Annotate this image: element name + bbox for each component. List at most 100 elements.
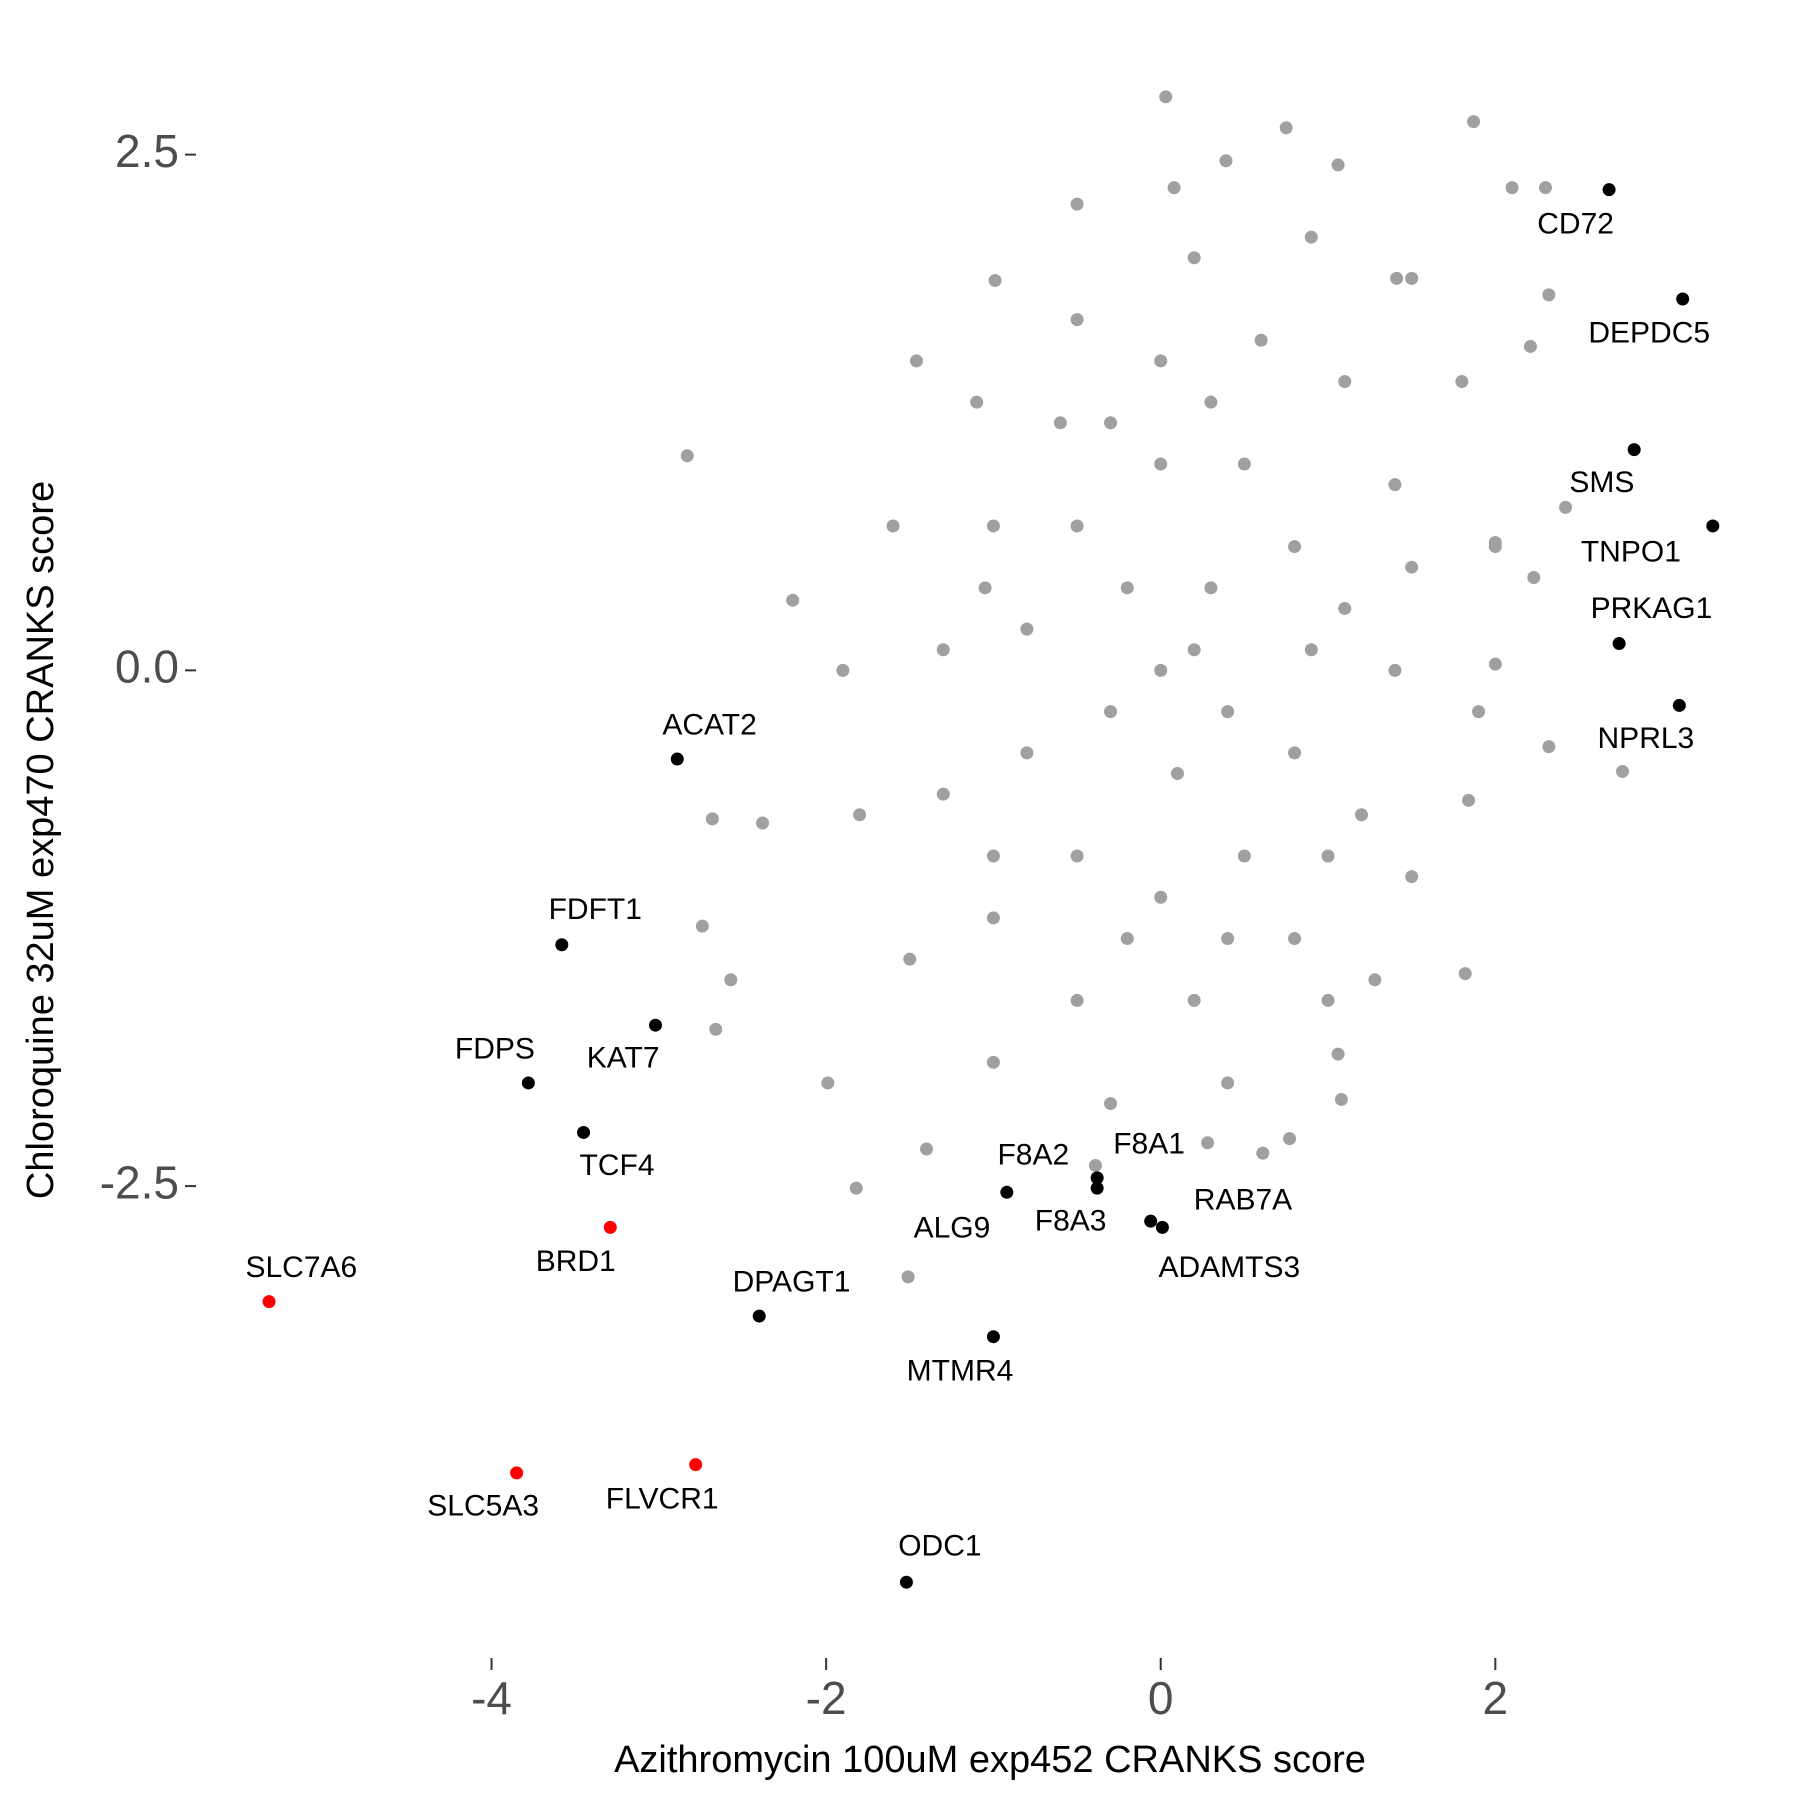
point (1288, 746, 1302, 760)
point-label: TNPO1 (1581, 536, 1681, 569)
point (1000, 1185, 1014, 1199)
point-label: CD72 (1537, 207, 1614, 240)
point (1615, 764, 1629, 778)
point (1070, 519, 1084, 533)
point (1458, 967, 1472, 981)
point (705, 812, 719, 826)
x-axis-title: Azithromycin 100uM exp452 CRANKS score (614, 1739, 1366, 1781)
point (1288, 540, 1302, 554)
point (1204, 581, 1218, 595)
point (1368, 973, 1382, 987)
point (821, 1076, 835, 1090)
point (1288, 932, 1302, 946)
point (1090, 1171, 1104, 1185)
point (1070, 313, 1084, 327)
x-tick-label: -2 (806, 1672, 847, 1724)
point (1488, 657, 1502, 671)
point (689, 1458, 703, 1472)
point (1221, 932, 1235, 946)
point (1221, 705, 1235, 719)
point-label: TCF4 (580, 1149, 655, 1182)
point (1304, 643, 1318, 657)
point (1104, 416, 1118, 430)
point-label: ALG9 (914, 1211, 991, 1244)
point (1283, 1132, 1297, 1146)
point (1627, 443, 1641, 457)
point (1159, 90, 1173, 104)
point (555, 938, 569, 952)
point (1304, 230, 1318, 244)
point (1467, 115, 1481, 129)
point (1187, 643, 1201, 657)
point (1462, 793, 1476, 807)
point (1602, 183, 1616, 197)
point (936, 643, 950, 657)
y-tick-label: 2.5 (115, 125, 179, 177)
x-tick-label: -4 (471, 1672, 512, 1724)
point (986, 849, 1000, 863)
point (936, 787, 950, 801)
point (521, 1076, 535, 1090)
point (1070, 849, 1084, 863)
point (262, 1295, 276, 1309)
point (1405, 271, 1419, 285)
point (1405, 560, 1419, 574)
point (1321, 849, 1335, 863)
point-label: FDPS (455, 1033, 535, 1066)
point (1187, 993, 1201, 1007)
point-label: MTMR4 (907, 1354, 1014, 1387)
point (986, 1055, 1000, 1069)
point (1388, 478, 1402, 492)
point-label: FDFT1 (549, 893, 642, 926)
point (680, 449, 694, 463)
point (978, 581, 992, 595)
point (1204, 395, 1218, 409)
point (1090, 1181, 1104, 1195)
point (648, 1018, 662, 1032)
point (1539, 181, 1553, 195)
point (1527, 571, 1541, 585)
point-label: DEPDC5 (1588, 317, 1710, 350)
point (836, 663, 850, 677)
point (1170, 767, 1184, 781)
point (1167, 181, 1181, 195)
point-label: NPRL3 (1598, 722, 1695, 755)
point (695, 919, 709, 933)
point (1070, 197, 1084, 211)
point (1331, 1047, 1345, 1061)
point-label: F8A1 (1113, 1127, 1185, 1160)
point (849, 1181, 863, 1195)
x-tick-label: 2 (1483, 1672, 1509, 1724)
point (1505, 181, 1519, 195)
point (899, 1575, 913, 1589)
point (1612, 637, 1626, 651)
point (1338, 375, 1352, 389)
point (1254, 333, 1268, 347)
point (1120, 581, 1134, 595)
point (1390, 271, 1404, 285)
point (510, 1466, 524, 1480)
point (1154, 663, 1168, 677)
point (670, 752, 684, 766)
point-label: PRKAG1 (1591, 592, 1713, 625)
point-label: ACAT2 (662, 709, 756, 742)
point-label: ODC1 (898, 1530, 981, 1563)
y-tick-label: -2.5 (100, 1156, 179, 1208)
point (1154, 890, 1168, 904)
point (1120, 932, 1134, 946)
y-axis-title: Chloroquine 32uM exp470 CRANKS score (20, 481, 62, 1199)
point (986, 519, 1000, 533)
point (1104, 705, 1118, 719)
point (1405, 870, 1419, 884)
point (1388, 663, 1402, 677)
point (1154, 457, 1168, 471)
point (1154, 354, 1168, 368)
point (920, 1142, 934, 1156)
point-label: KAT7 (587, 1042, 660, 1075)
point-label: F8A3 (1035, 1205, 1107, 1238)
point (986, 1330, 1000, 1344)
point (1455, 375, 1469, 389)
point (886, 519, 900, 533)
point-label: DPAGT1 (733, 1266, 851, 1299)
